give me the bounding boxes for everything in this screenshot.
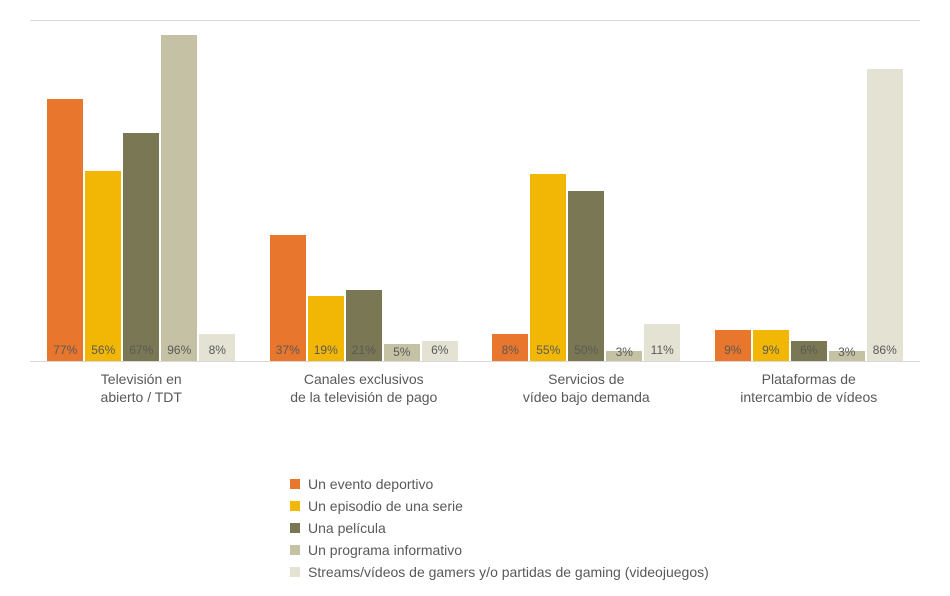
legend: Un evento deportivo Un episodio de una se… <box>30 476 920 580</box>
bar: 9% <box>753 330 789 361</box>
bar: 77% <box>47 99 83 361</box>
bar-value-label: 96% <box>161 343 197 357</box>
x-axis-label-line: intercambio de vídeos <box>709 388 909 406</box>
x-axis-label-line: Televisión en <box>41 370 241 388</box>
x-axis-label-line: Plataformas de <box>709 370 909 388</box>
legend-item: Un episodio de una serie <box>290 498 920 514</box>
bar-value-label: 67% <box>123 343 159 357</box>
bar: 3% <box>606 351 642 361</box>
x-axis-label-line: vídeo bajo demanda <box>486 388 686 406</box>
bar: 67% <box>123 133 159 361</box>
legend-swatch <box>290 523 300 533</box>
bar-value-label: 3% <box>606 345 642 359</box>
bar-value-label: 21% <box>346 343 382 357</box>
x-axis-labels: Televisión enabierto / TDT Canales exclus… <box>30 370 920 406</box>
bar-value-label: 86% <box>867 343 903 357</box>
plot-area: 77%56%67%96%8%37%19%21%5%6%8%55%50%3%11%… <box>30 20 920 362</box>
bar-group: 9%9%6%3%86% <box>715 69 903 361</box>
bar: 3% <box>829 351 865 361</box>
bar-value-label: 77% <box>47 343 83 357</box>
bar: 21% <box>346 290 382 361</box>
bar-value-label: 37% <box>270 343 306 357</box>
bar-value-label: 55% <box>530 343 566 357</box>
legend-swatch <box>290 567 300 577</box>
bar: 6% <box>422 341 458 361</box>
legend-label: Un episodio de una serie <box>308 498 463 514</box>
bar: 86% <box>867 69 903 361</box>
bar: 11% <box>644 324 680 361</box>
legend-label: Una película <box>308 520 386 536</box>
bar-value-label: 50% <box>568 343 604 357</box>
bar-group: 8%55%50%3%11% <box>492 174 680 361</box>
bar-value-label: 5% <box>384 345 420 359</box>
bar-value-label: 9% <box>715 343 751 357</box>
legend-swatch <box>290 545 300 555</box>
bar-value-label: 6% <box>791 343 827 357</box>
bar: 56% <box>85 171 121 361</box>
x-axis-label: Servicios devídeo bajo demanda <box>486 370 686 406</box>
x-axis-label: Televisión enabierto / TDT <box>41 370 241 406</box>
bar: 37% <box>270 235 306 361</box>
bar-value-label: 56% <box>85 343 121 357</box>
legend-swatch <box>290 479 300 489</box>
bar: 19% <box>308 296 344 361</box>
bar: 6% <box>791 341 827 361</box>
legend-item: Streams/vídeos de gamers y/o partidas de… <box>290 564 920 580</box>
x-axis-label: Canales exclusivosde la televisión de pa… <box>264 370 464 406</box>
bar-value-label: 19% <box>308 343 344 357</box>
bar: 96% <box>161 35 197 361</box>
bar-value-label: 8% <box>199 343 235 357</box>
chart-container: 77%56%67%96%8%37%19%21%5%6%8%55%50%3%11%… <box>0 0 950 596</box>
bar-value-label: 9% <box>753 343 789 357</box>
x-axis-label: Plataformas deintercambio de vídeos <box>709 370 909 406</box>
bar: 55% <box>530 174 566 361</box>
legend-label: Streams/vídeos de gamers y/o partidas de… <box>308 564 709 580</box>
bar-value-label: 3% <box>829 345 865 359</box>
bar: 50% <box>568 191 604 361</box>
bar-group: 77%56%67%96%8% <box>47 35 235 361</box>
x-axis-label-line: Servicios de <box>486 370 686 388</box>
legend-label: Un programa informativo <box>308 542 462 558</box>
bar-value-label: 6% <box>422 343 458 357</box>
bar: 9% <box>715 330 751 361</box>
x-axis-label-line: Canales exclusivos <box>264 370 464 388</box>
bar-group: 37%19%21%5%6% <box>270 235 458 361</box>
bar-value-label: 8% <box>492 343 528 357</box>
bar-value-label: 11% <box>644 343 680 357</box>
legend-label: Un evento deportivo <box>308 476 433 492</box>
legend-swatch <box>290 501 300 511</box>
bar: 5% <box>384 344 420 361</box>
x-axis-label-line: abierto / TDT <box>41 388 241 406</box>
bar: 8% <box>492 334 528 361</box>
bar: 8% <box>199 334 235 361</box>
legend-item: Un evento deportivo <box>290 476 920 492</box>
x-axis-label-line: de la televisión de pago <box>264 388 464 406</box>
legend-item: Una película <box>290 520 920 536</box>
legend-item: Un programa informativo <box>290 542 920 558</box>
